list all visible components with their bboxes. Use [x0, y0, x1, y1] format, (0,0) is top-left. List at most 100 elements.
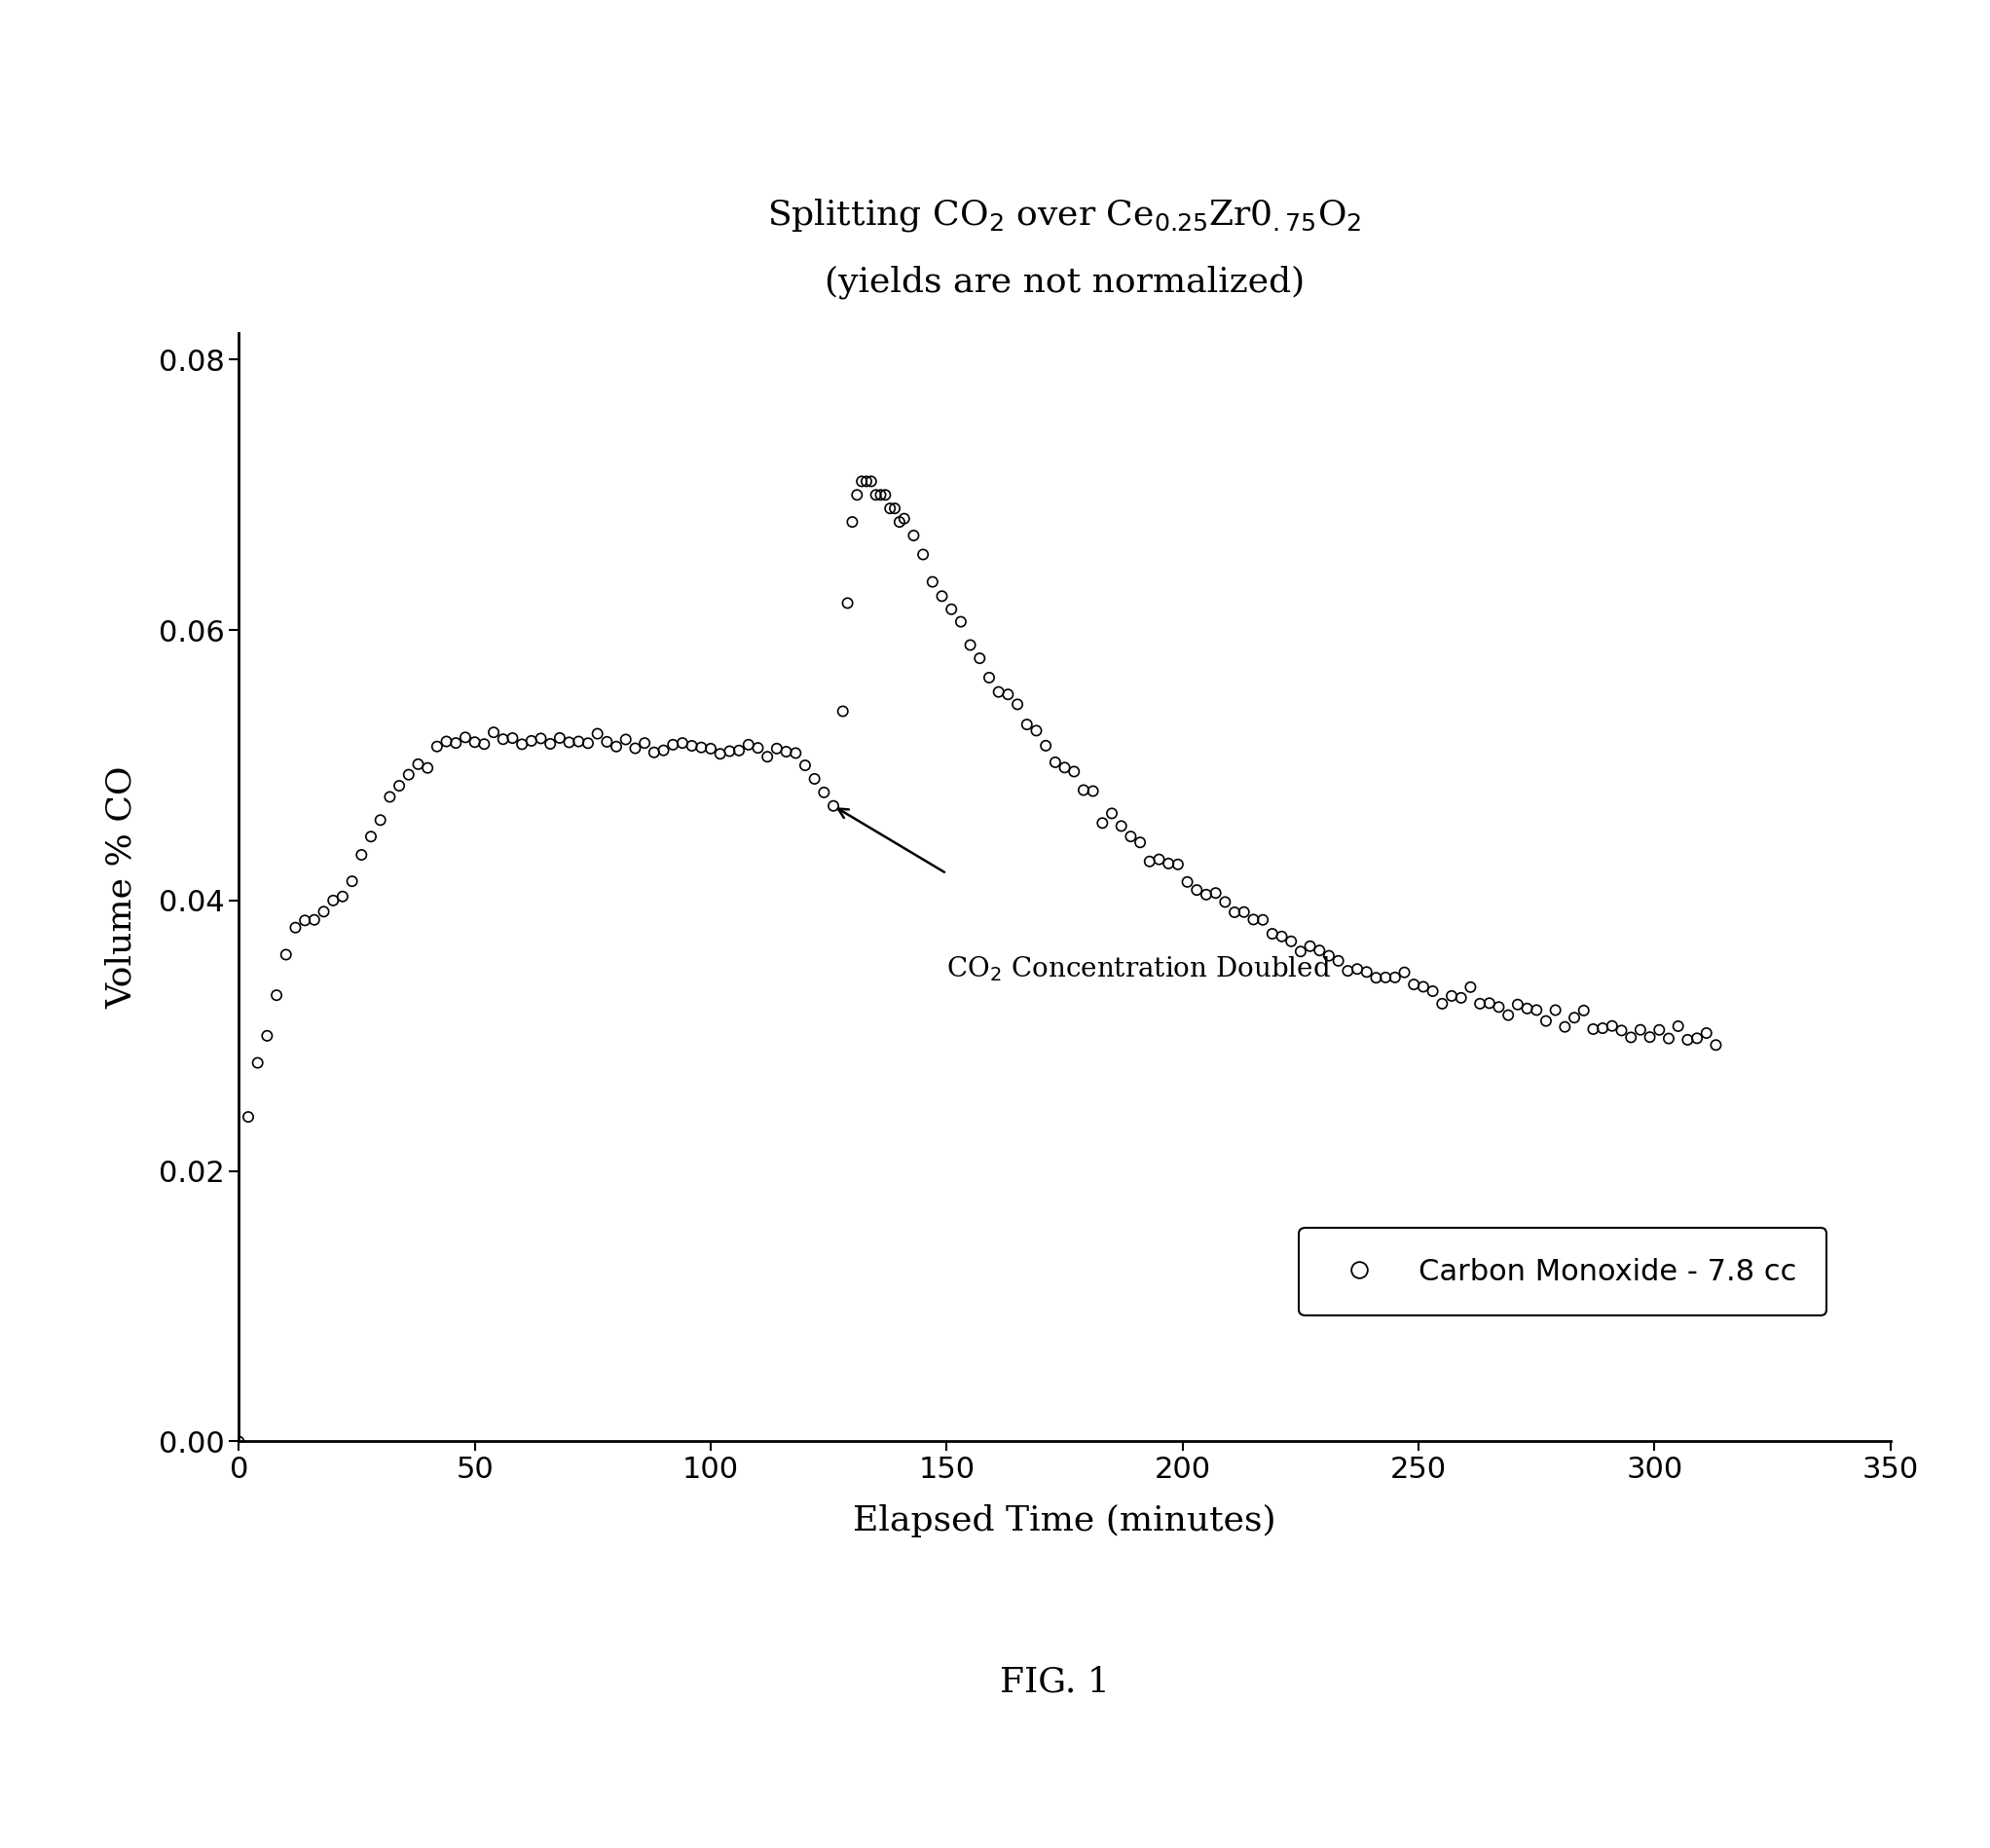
- Point: [571, 728, 603, 758]
- Point: [1067, 776, 1098, 806]
- Point: [440, 728, 472, 758]
- Point: [1248, 906, 1280, 935]
- Point: [1465, 989, 1496, 1018]
- Point: [1341, 954, 1373, 983]
- Point: [888, 505, 919, 534]
- Point: [1596, 1011, 1628, 1040]
- Point: [1369, 963, 1401, 992]
- Point: [1096, 798, 1128, 828]
- Point: [629, 728, 661, 758]
- Point: [1455, 972, 1487, 1002]
- Point: [1152, 848, 1184, 878]
- Point: [1672, 1026, 1703, 1055]
- Point: [760, 734, 792, 763]
- Point: [271, 941, 302, 970]
- Point: [1190, 880, 1222, 909]
- Point: [1059, 758, 1091, 787]
- Point: [983, 676, 1015, 706]
- Point: [860, 480, 892, 510]
- Point: [1389, 957, 1421, 987]
- Point: [1634, 1022, 1666, 1052]
- Point: [657, 730, 689, 760]
- Point: [935, 595, 967, 625]
- Point: [543, 723, 575, 752]
- Point: [752, 741, 784, 771]
- Point: [866, 480, 897, 510]
- Point: [289, 906, 320, 935]
- Point: [685, 732, 716, 761]
- Point: [1427, 989, 1459, 1018]
- Point: [1077, 776, 1108, 806]
- Point: [790, 750, 822, 780]
- Point: [1483, 992, 1514, 1022]
- Point: [1662, 1011, 1693, 1040]
- Point: [1049, 752, 1081, 782]
- Point: [515, 726, 547, 756]
- Point: [478, 717, 509, 747]
- Legend: Carbon Monoxide - 7.8 cc: Carbon Monoxide - 7.8 cc: [1299, 1227, 1827, 1316]
- Point: [1407, 972, 1439, 1002]
- Point: [846, 466, 878, 495]
- Point: [488, 724, 519, 754]
- X-axis label: Elapsed Time (minutes): Elapsed Time (minutes): [854, 1504, 1276, 1538]
- Point: [1011, 710, 1043, 739]
- Point: [1435, 981, 1467, 1011]
- Point: [354, 822, 386, 852]
- Point: [1276, 926, 1307, 955]
- Point: [1473, 989, 1504, 1018]
- Point: [1162, 850, 1194, 880]
- Point: [917, 567, 949, 597]
- Point: [392, 760, 424, 789]
- Point: [1266, 922, 1297, 952]
- Point: [1124, 828, 1156, 857]
- Point: [1586, 1013, 1618, 1042]
- Point: [1699, 1029, 1731, 1059]
- Point: [326, 881, 358, 911]
- Point: [1031, 732, 1063, 761]
- Point: [695, 734, 726, 763]
- Point: [1616, 1022, 1648, 1052]
- Point: [412, 754, 444, 784]
- Point: [1624, 1015, 1656, 1044]
- Point: [1417, 976, 1449, 1005]
- Point: [677, 732, 708, 761]
- Point: [346, 841, 378, 870]
- Point: [925, 582, 957, 612]
- Point: [241, 1048, 273, 1077]
- Point: [1520, 996, 1552, 1026]
- Point: [591, 726, 623, 756]
- Point: [1021, 715, 1053, 745]
- Point: [1087, 808, 1118, 837]
- Point: [298, 906, 330, 935]
- Point: [1104, 811, 1136, 841]
- Point: [1172, 867, 1204, 896]
- Point: [1313, 941, 1345, 970]
- Point: [993, 680, 1025, 710]
- Point: [1682, 1024, 1713, 1053]
- Point: [1001, 689, 1033, 719]
- Point: [364, 806, 396, 835]
- Point: [870, 480, 901, 510]
- Point: [742, 734, 774, 763]
- Point: [704, 739, 736, 769]
- Point: [1039, 747, 1071, 776]
- Point: [856, 466, 888, 495]
- Point: [973, 663, 1005, 693]
- Point: [430, 726, 462, 756]
- Y-axis label: Volume % CO: Volume % CO: [105, 765, 137, 1009]
- Point: [251, 1020, 283, 1050]
- Point: [1323, 946, 1355, 976]
- Point: [1218, 898, 1250, 928]
- Point: [1540, 996, 1572, 1026]
- Point: [1502, 991, 1534, 1020]
- Point: [384, 771, 416, 800]
- Point: [1200, 878, 1232, 907]
- Point: [1568, 996, 1600, 1026]
- Point: [1397, 970, 1429, 1000]
- Point: [553, 728, 585, 758]
- Point: [581, 719, 613, 748]
- Point: [818, 791, 850, 821]
- Point: [563, 726, 595, 756]
- Point: [1351, 957, 1383, 987]
- Point: [1238, 906, 1270, 935]
